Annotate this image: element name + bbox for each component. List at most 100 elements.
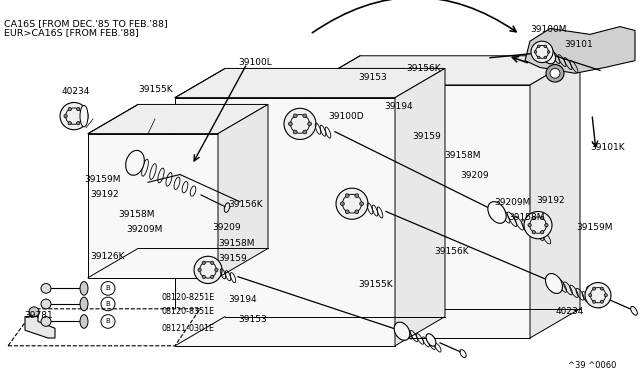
Circle shape — [544, 45, 547, 48]
Circle shape — [293, 130, 297, 134]
Text: 39101: 39101 — [564, 40, 593, 49]
Circle shape — [303, 130, 307, 134]
Text: 40234: 40234 — [556, 307, 584, 316]
Circle shape — [284, 108, 316, 140]
Circle shape — [538, 56, 540, 59]
Ellipse shape — [540, 46, 556, 64]
Circle shape — [538, 45, 540, 48]
Circle shape — [544, 56, 547, 59]
Ellipse shape — [80, 297, 88, 311]
Text: 39209M: 39209M — [126, 225, 163, 234]
Text: 39209: 39209 — [212, 223, 241, 232]
Ellipse shape — [488, 202, 506, 223]
Circle shape — [289, 122, 292, 126]
Ellipse shape — [525, 215, 538, 231]
Text: 08120-8351E: 08120-8351E — [162, 307, 215, 316]
Polygon shape — [88, 105, 268, 134]
Circle shape — [534, 51, 537, 53]
Text: 39153: 39153 — [238, 315, 267, 324]
Circle shape — [585, 283, 611, 308]
Text: 39155K: 39155K — [358, 280, 392, 289]
Circle shape — [60, 103, 88, 130]
Circle shape — [68, 108, 72, 111]
Polygon shape — [175, 97, 395, 346]
Circle shape — [346, 194, 349, 198]
Polygon shape — [175, 68, 445, 97]
Ellipse shape — [125, 150, 145, 175]
Text: 39194: 39194 — [228, 295, 257, 304]
Polygon shape — [88, 134, 218, 278]
Circle shape — [541, 231, 544, 234]
Text: 39100L: 39100L — [238, 58, 272, 67]
Ellipse shape — [426, 334, 436, 346]
Text: 39153: 39153 — [358, 73, 387, 82]
Circle shape — [202, 275, 205, 279]
Text: 40234: 40234 — [62, 87, 90, 96]
Circle shape — [211, 275, 214, 279]
Circle shape — [589, 294, 592, 297]
Circle shape — [528, 224, 531, 227]
Text: 39158M: 39158M — [444, 151, 481, 160]
Circle shape — [198, 268, 201, 272]
Text: 39158M: 39158M — [118, 209, 154, 218]
Ellipse shape — [394, 322, 410, 340]
Circle shape — [202, 261, 205, 264]
Ellipse shape — [80, 105, 88, 127]
Text: 39158M: 39158M — [218, 239, 255, 248]
Circle shape — [340, 202, 344, 206]
Circle shape — [593, 287, 596, 290]
Polygon shape — [525, 26, 635, 73]
Circle shape — [215, 268, 218, 272]
Text: 39159M: 39159M — [84, 174, 120, 183]
Circle shape — [360, 202, 364, 206]
Circle shape — [346, 210, 349, 214]
Circle shape — [546, 64, 564, 82]
Text: 08121-0301E: 08121-0301E — [162, 324, 215, 333]
Circle shape — [532, 217, 536, 220]
Circle shape — [600, 287, 604, 290]
Polygon shape — [218, 105, 268, 278]
Circle shape — [593, 300, 596, 303]
Circle shape — [531, 41, 553, 62]
Circle shape — [550, 68, 560, 78]
Polygon shape — [530, 56, 580, 338]
Circle shape — [541, 217, 544, 220]
Text: ^39 ^0060: ^39 ^0060 — [568, 361, 616, 371]
Text: 39156K: 39156K — [434, 247, 468, 256]
Ellipse shape — [41, 283, 51, 293]
Polygon shape — [25, 317, 55, 338]
Text: CA16S [FROM DEC.'85 TO FEB.'88]: CA16S [FROM DEC.'85 TO FEB.'88] — [4, 19, 168, 28]
Ellipse shape — [80, 282, 88, 295]
Polygon shape — [8, 309, 200, 346]
Text: 39100D: 39100D — [328, 112, 364, 121]
Ellipse shape — [586, 286, 598, 300]
Text: B: B — [106, 285, 110, 291]
Ellipse shape — [41, 317, 51, 326]
Polygon shape — [310, 56, 580, 85]
Circle shape — [29, 307, 39, 317]
Text: 39194: 39194 — [384, 103, 413, 112]
Text: 39159M: 39159M — [576, 223, 612, 232]
Text: 08120-8251E: 08120-8251E — [162, 293, 215, 302]
Text: 39156K: 39156K — [228, 200, 262, 209]
Circle shape — [604, 294, 607, 297]
Text: 39126K: 39126K — [90, 252, 125, 262]
Text: 39192: 39192 — [536, 196, 564, 205]
Polygon shape — [310, 85, 530, 338]
Circle shape — [68, 122, 72, 125]
Ellipse shape — [545, 273, 563, 294]
Text: 39101K: 39101K — [590, 143, 625, 153]
Circle shape — [545, 224, 548, 227]
Circle shape — [303, 114, 307, 118]
Circle shape — [532, 231, 536, 234]
Circle shape — [308, 122, 312, 126]
Text: 39100M: 39100M — [530, 25, 566, 33]
Circle shape — [77, 122, 80, 125]
Circle shape — [77, 108, 80, 111]
Text: B: B — [106, 301, 110, 307]
Text: 39159: 39159 — [218, 254, 247, 263]
Circle shape — [211, 261, 214, 264]
Circle shape — [355, 194, 359, 198]
Circle shape — [600, 300, 604, 303]
Text: 39209: 39209 — [460, 171, 488, 180]
